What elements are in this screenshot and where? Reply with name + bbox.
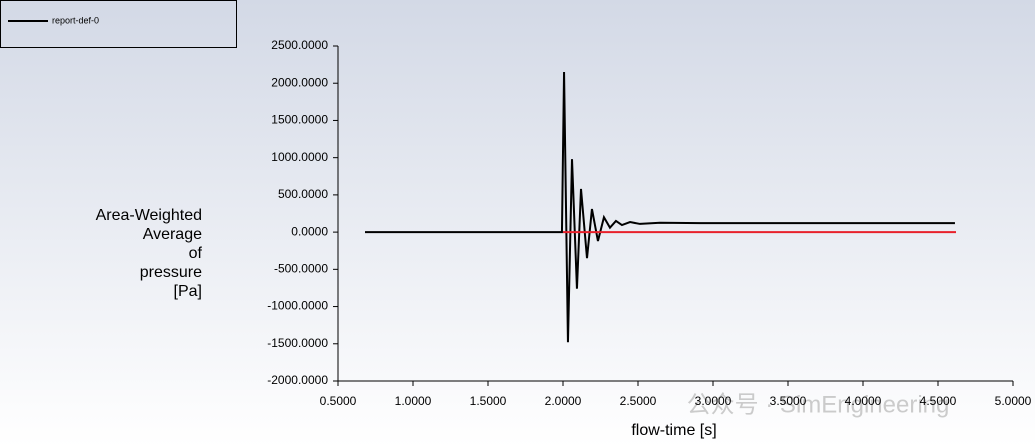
y-tick-label: -2000.0000 (267, 373, 328, 387)
y-tick-label: 2000.0000 (271, 75, 328, 89)
y-tick-label: -1500.0000 (267, 336, 328, 350)
y-axis-title: Average (143, 226, 202, 243)
y-tick-label: 0.0000 (291, 224, 328, 238)
x-tick-label: 1.0000 (395, 394, 432, 408)
x-tick-label: 5.0000 (995, 394, 1032, 408)
y-tick-label: 2500.0000 (271, 38, 328, 52)
y-tick-label: 1500.0000 (271, 113, 328, 127)
x-tick-label: 1.5000 (470, 394, 507, 408)
y-axis-title: [Pa] (174, 283, 202, 300)
x-tick-label: 4.5000 (920, 394, 957, 408)
watermark: 公众号 · SimEngineering (687, 391, 950, 418)
x-tick-label: 3.5000 (770, 394, 807, 408)
y-axis-title: Area-Weighted (96, 207, 202, 224)
y-axis-title: of (189, 245, 203, 262)
x-tick-label: 0.5000 (320, 394, 357, 408)
y-axis-title: pressure (140, 264, 202, 281)
y-tick-label: -500.0000 (274, 262, 328, 276)
x-tick-label: 2.0000 (545, 394, 582, 408)
x-axis-title: flow-time [s] (631, 422, 716, 439)
x-tick-label: 3.0000 (695, 394, 732, 408)
y-tick-label: 500.0000 (278, 187, 328, 201)
y-tick-label: 1000.0000 (271, 150, 328, 164)
legend-box (0, 0, 237, 48)
x-tick-label: 2.5000 (620, 394, 657, 408)
x-tick-label: 4.0000 (845, 394, 882, 408)
y-tick-label: -1000.0000 (267, 299, 328, 313)
legend-label: report-def-0 (52, 15, 99, 25)
series-line (365, 72, 955, 343)
